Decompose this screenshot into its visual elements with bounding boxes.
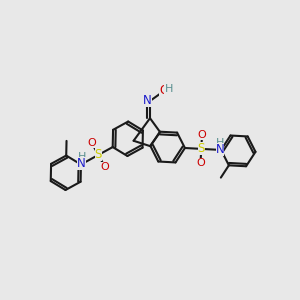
Text: O: O — [100, 162, 109, 172]
Text: O: O — [159, 84, 168, 98]
Text: N: N — [216, 143, 224, 156]
Text: H: H — [164, 84, 173, 94]
Text: N: N — [77, 157, 86, 170]
Text: H: H — [216, 138, 224, 148]
Text: O: O — [87, 138, 96, 148]
Text: S: S — [198, 142, 205, 155]
Text: N: N — [143, 94, 152, 107]
Text: O: O — [196, 158, 205, 168]
Text: S: S — [94, 148, 102, 161]
Text: H: H — [78, 152, 86, 162]
Text: O: O — [198, 130, 206, 140]
